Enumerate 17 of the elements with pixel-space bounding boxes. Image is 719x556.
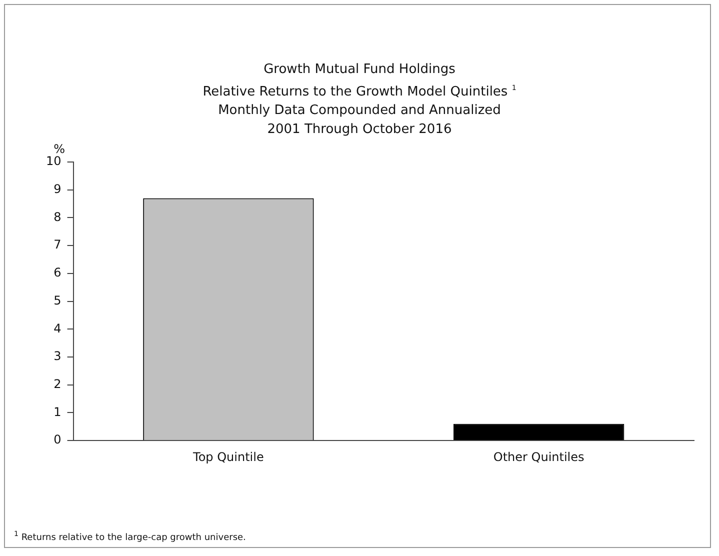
y-tick-label: 4 <box>54 321 62 336</box>
y-tick-label: 9 <box>54 182 62 196</box>
y-tick-label: 3 <box>54 349 62 364</box>
x-tick-label: Top Quintile <box>192 450 264 464</box>
y-tick-label: 2 <box>54 377 62 392</box>
y-tick-label: 10 <box>46 154 62 168</box>
chart-title: Growth Mutual Fund Holdings <box>262 61 456 79</box>
text: Relative Returns to the Growth Model Quintiles $^{1}$ Monthly Data Compounded and Annualized 2001 Through October 2016 <box>202 84 516 138</box>
y-tick-label: 0 <box>54 432 62 447</box>
y-tick-label: 5 <box>54 293 62 308</box>
y-tick-label: 7 <box>54 238 62 252</box>
text: $^{1}$ Returns relative to the large-cap growth universe. <box>14 530 246 543</box>
y-axis-title: % <box>54 142 65 156</box>
y-tick-label: 1 <box>54 404 62 419</box>
y-tick-label: 8 <box>54 210 62 224</box>
x-tick-label: Other Quintiles <box>493 450 584 464</box>
y-tick-label: 6 <box>54 266 62 280</box>
